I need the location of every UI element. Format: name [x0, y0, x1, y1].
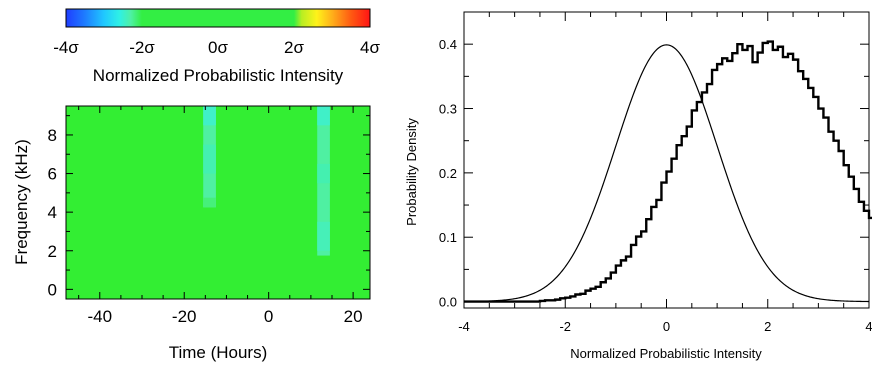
heatmap-cell: [203, 197, 216, 208]
heatmap-x-tick-label: 20: [344, 307, 363, 326]
histogram-x-tick-label: 2: [764, 319, 771, 334]
histogram-x-tick-label: 4: [865, 319, 872, 334]
heatmap-frame: [65, 105, 371, 300]
colorbar-bar: [65, 8, 371, 28]
colorbar-tick-label: -4σ: [53, 38, 79, 57]
colorbar: -4σ -2σ 0σ 2σ 4σ Normalized Probabilisti…: [53, 8, 380, 85]
histogram-y-tick-label: 0.1: [439, 230, 457, 245]
heatmap-axes: -40 -20 0 20 0 2 4 6 8: [48, 106, 370, 326]
heatmap-x-tick-label: 0: [264, 307, 273, 326]
colorbar-tick-label: 2σ: [284, 38, 304, 57]
colorbar-tick-label: 4σ: [360, 38, 380, 57]
histogram-x-tick-label: 0: [663, 319, 670, 334]
heatmap-y-tick-label: 4: [48, 203, 57, 222]
heatmap-x-tick-label: -20: [172, 307, 197, 326]
heatmap-panel: -40 -20 0 20 0 2 4 6 8 Time (Hours) Frequency (k…: [12, 105, 371, 362]
heatmap-cell: [317, 221, 330, 251]
colorbar-ticks: -4σ -2σ 0σ 2σ 4σ: [53, 38, 380, 57]
heatmap-cell: [317, 163, 330, 184]
heatmap-cell: [203, 106, 216, 126]
normal-curve: [463, 44, 870, 303]
histogram-x-tick-label: -4: [458, 319, 470, 334]
heatmap-x-label: Time (Hours): [169, 343, 268, 362]
colorbar-tick-label: 0σ: [208, 38, 228, 57]
histogram-y-tick-label: 0.2: [439, 166, 457, 181]
histogram-panel: -4 -2 0 2 4 0.0 0.1 0.2 0.3 0.4 Normalized Probab…: [404, 11, 872, 361]
heatmap-cell: [317, 106, 330, 126]
histogram-frame: [463, 11, 870, 309]
histogram-y-label: Probability Density: [404, 118, 419, 226]
heatmap-cells: [66, 106, 370, 299]
heatmap-y-tick-label: 2: [48, 242, 57, 261]
heatmap-x-tick-label: -40: [87, 307, 112, 326]
histogram-y-tick-label: 0.0: [439, 295, 457, 310]
heatmap-y-tick-label: 8: [48, 126, 57, 145]
histogram-axes: -4 -2 0 2 4 0.0 0.1 0.2 0.3 0.4: [439, 11, 872, 334]
histogram-y-tick-label: 0.3: [439, 102, 457, 117]
histogram-x-label: Normalized Probabilistic Intensity: [570, 346, 762, 361]
heatmap-cell: [203, 144, 216, 174]
heatmap-y-tick-label: 6: [48, 165, 57, 184]
histogram-x-tick-label: -2: [559, 319, 571, 334]
colorbar-label: Normalized Probabilistic Intensity: [93, 66, 344, 85]
histogram-steps: [464, 40, 872, 303]
colorbar-tick-label: -2σ: [129, 38, 155, 57]
histogram-y-tick-label: 0.4: [439, 37, 457, 52]
heatmap-y-tick-label: 0: [48, 280, 57, 299]
heatmap-y-label: Frequency (kHz): [12, 139, 31, 265]
